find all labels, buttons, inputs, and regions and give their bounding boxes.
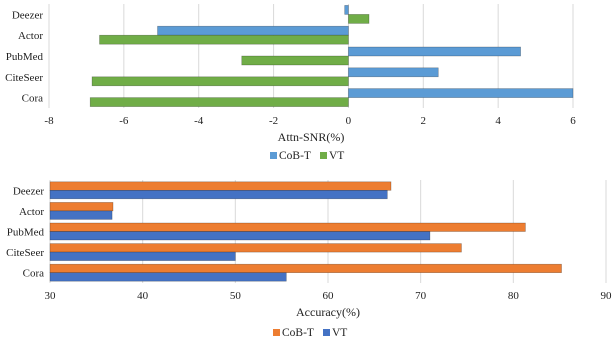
bar-cob-t-cora: [50, 264, 562, 273]
bar-cob-t-actor: [50, 202, 113, 211]
bar-vt-cora: [90, 98, 348, 107]
x-tick-label: 2: [421, 115, 427, 127]
legend-label-cob-t: CoB-T: [282, 327, 314, 339]
legend-label-vt: VT: [329, 150, 344, 162]
category-label-pubmed: PubMed: [7, 227, 45, 239]
bar-cob-t-citeseer: [348, 68, 438, 77]
accuracy-chart: Cora CiteSeer PubMed Actor Deezer 30 40 50 60 70…: [6, 180, 612, 339]
legend-swatch-cob-t: [273, 329, 280, 336]
x-tick-label: 6: [570, 115, 576, 127]
category-label-cora: Cora: [22, 93, 44, 105]
category-label-citeseer: CiteSeer: [6, 247, 44, 259]
legend-label-cob-t: CoB-T: [279, 150, 311, 162]
legend-swatch-vt: [320, 152, 327, 159]
bar-cob-t-pubmed: [50, 223, 525, 232]
bar-cob-t-pubmed: [348, 47, 520, 56]
bar-cob-t-citeseer: [50, 244, 461, 253]
category-label-deezer: Deezer: [12, 9, 43, 21]
bar-vt-actor: [50, 211, 112, 220]
bar-cob-t-deezer: [50, 182, 391, 191]
x-tick-label: -4: [194, 115, 204, 127]
bar-cob-t-cora: [348, 89, 573, 98]
legend-swatch-cob-t: [270, 152, 277, 159]
x-tick-label: 90: [601, 290, 613, 302]
x-tick-label: 60: [323, 290, 335, 302]
bar-vt-actor: [100, 35, 349, 44]
bar-vt-citeseer: [50, 252, 235, 261]
category-label-actor: Actor: [18, 30, 43, 42]
bar-vt-pubmed: [242, 56, 349, 65]
bar-vt-deezer: [50, 190, 387, 199]
bar-cob-t-actor: [158, 26, 349, 35]
accuracy-category-labels: Cora CiteSeer PubMed Actor Deezer: [6, 185, 44, 279]
x-tick-label: 0: [346, 115, 352, 127]
x-tick-label: 70: [415, 290, 427, 302]
bar-vt-pubmed: [50, 232, 430, 241]
bar-vt-cora: [50, 273, 286, 282]
bar-vt-citeseer: [92, 77, 348, 86]
attn-snr-tick-labels: -8 -6 -4 -2 0 2 4 6: [44, 115, 576, 127]
legend-swatch-vt: [323, 329, 330, 336]
attn-snr-chart: Cora CiteSeer PubMed Actor Deezer -8 -6 -4 -2 0 2…: [5, 4, 576, 162]
attn-snr-category-labels: Cora CiteSeer PubMed Actor Deezer: [5, 9, 43, 104]
accuracy-bars: [50, 182, 562, 281]
x-tick-label: 4: [495, 115, 501, 127]
x-tick-label: 80: [508, 290, 520, 302]
x-tick-label: 30: [45, 290, 57, 302]
bar-vt-deezer: [348, 14, 369, 23]
accuracy-tick-labels: 30 40 50 60 70 80 90: [45, 290, 613, 302]
attn-snr-bars: [90, 5, 573, 106]
bar-cob-t-deezer: [345, 5, 349, 14]
x-tick-label: -8: [44, 115, 54, 127]
x-tick-label: -2: [269, 115, 278, 127]
category-label-deezer: Deezer: [13, 185, 44, 197]
category-label-pubmed: PubMed: [6, 51, 44, 63]
accuracy-legend: CoB-T VT: [273, 327, 347, 339]
legend-label-vt: VT: [332, 327, 347, 339]
accuracy-x-axis-title: Accuracy(%): [296, 305, 360, 319]
category-label-citeseer: CiteSeer: [5, 72, 43, 84]
x-tick-label: 40: [137, 290, 149, 302]
x-tick-label: -6: [119, 115, 129, 127]
x-tick-label: 50: [230, 290, 242, 302]
category-label-actor: Actor: [19, 206, 44, 218]
category-label-cora: Cora: [23, 268, 45, 280]
attn-snr-legend: CoB-T VT: [270, 150, 344, 162]
attn-snr-x-axis-title: Attn-SNR(%): [278, 130, 345, 144]
